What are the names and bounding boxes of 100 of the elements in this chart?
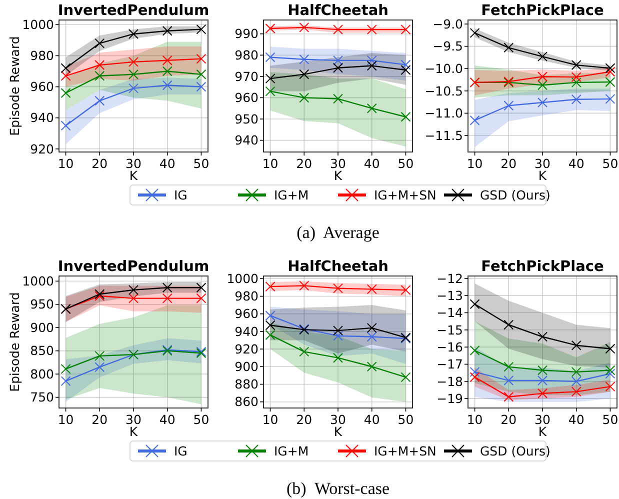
point [366,322,377,333]
point [470,115,480,126]
point [605,66,616,77]
point [571,94,582,104]
x-tick-label: 20 [92,156,108,171]
x-tick-label: 30 [330,156,346,171]
x-tick-label: 50 [398,156,414,171]
point [366,284,377,294]
point [60,63,71,74]
x-tick-label: 50 [602,156,618,171]
point [366,60,377,71]
y-tick-label: −15 [436,322,463,338]
point [400,60,411,70]
point [299,22,310,32]
y-tick-label: 850 [30,343,54,358]
point [265,86,276,96]
y-tick-label: 940 [234,324,259,339]
point [538,98,548,108]
y-tick-label: 970 [234,68,259,84]
point [265,330,276,340]
point [196,54,206,64]
point [470,299,480,310]
point [538,332,548,342]
y-tick-label: −16 [436,339,464,354]
point [571,376,582,386]
legend-label: IG+M [274,187,309,202]
point [196,69,206,80]
point [94,350,105,361]
y-tick-label: 950 [234,111,259,126]
point [504,392,514,402]
point [60,364,71,374]
x-tick-label: 30 [126,156,142,171]
point [162,26,172,36]
y-tick-label: −17 [436,356,463,372]
point [333,55,343,66]
point [538,80,548,90]
point [265,282,276,292]
y-tick-label: 1000 [226,271,259,286]
x-tick-label: 40 [364,412,380,427]
chart-title: HalfCheetah [288,3,388,19]
point [299,69,310,80]
x-axis-title: K [129,424,138,439]
point [400,24,411,35]
x-tick-label: 10 [262,156,278,171]
y-tick-label: −14 [436,305,464,320]
point [60,120,71,131]
point [128,284,138,295]
point [538,72,548,82]
legend-label: IG [174,187,188,202]
point [571,72,582,82]
point [571,60,582,70]
y-tick-label: 980 [234,48,259,63]
point [333,330,343,341]
x-tick-label: 30 [330,412,346,427]
point [504,320,514,330]
y-tick-label: 960 [30,79,54,94]
x-tick-label: 10 [466,156,483,171]
point [605,382,616,392]
point [196,293,206,304]
chart-title: InvertedPendulum [58,3,210,19]
point [538,52,548,62]
point [366,55,377,66]
point [162,282,172,293]
point [333,326,343,336]
point [605,94,616,104]
x-tick-label: 50 [193,412,210,427]
y-tick-label: −10.0 [424,60,464,76]
point [400,65,411,76]
point [400,372,411,382]
point [196,24,206,34]
point [333,62,343,73]
point [400,285,411,296]
x-tick-label: 10 [262,412,278,427]
point [265,24,276,34]
y-tick-label: 800 [30,366,54,382]
legend-label: IG+M+SN [374,443,436,458]
point [162,66,172,76]
point [605,365,616,376]
x-tick-label: 30 [126,412,142,427]
y-tick-label: 920 [30,141,54,156]
x-tick-label: 20 [296,412,312,427]
y-tick-label: 950 [30,296,54,312]
y-tick-label: −9.5 [432,38,463,54]
point [470,28,480,38]
y-tick-label: −12 [436,270,463,286]
point [571,77,582,88]
point [333,24,343,35]
x-axis-title: K [538,424,548,439]
legend-label: IG+M+SN [374,187,436,202]
point [94,70,105,81]
y-tick-label: 940 [234,132,259,148]
point [605,63,616,74]
x-tick-label: 10 [466,412,483,427]
x-tick-label: 20 [296,156,312,171]
point [538,365,548,376]
y-axis-title: Episode Reward [7,36,22,136]
chart-title: HalfCheetah [288,259,388,275]
point [470,372,480,382]
chart-title: FetchPickPlace [481,3,604,19]
point [366,103,377,114]
